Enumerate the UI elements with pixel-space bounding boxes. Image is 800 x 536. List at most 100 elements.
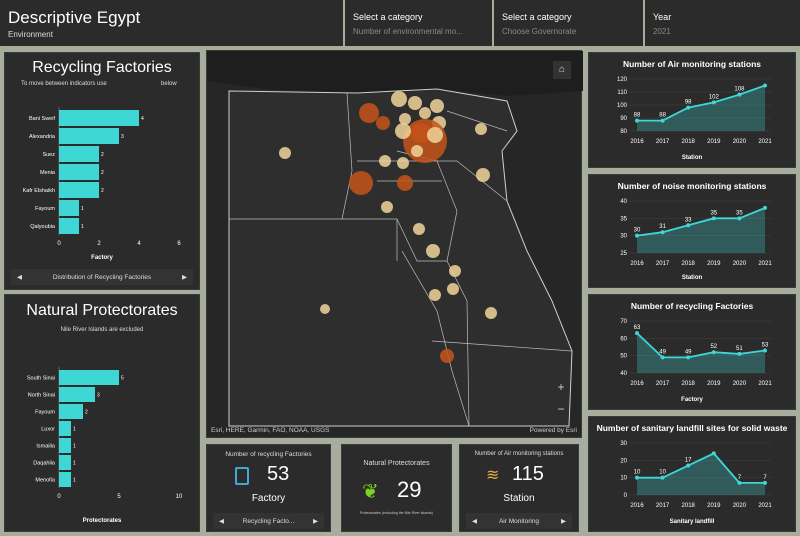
protectorates-card-note: Protectorates (excluding the Nile River … xyxy=(360,511,433,515)
map-marker xyxy=(411,145,423,157)
data-point xyxy=(660,355,665,360)
card-prev-button[interactable]: ◀ xyxy=(472,518,477,525)
map-marker xyxy=(408,96,422,110)
noise-stations-line-chart: 25 30 35 40 30 31 33 35 35 2016 2017 2018 2019 2020 20… xyxy=(620,199,772,267)
recycling-trend-panel: Number of recycling Factories 40 50 60 70 63… xyxy=(588,294,796,410)
zoom-out-button[interactable]: − xyxy=(557,402,565,416)
bar-category-label: Ismailia xyxy=(36,444,56,450)
protectorates-card-value: 29 xyxy=(397,477,422,502)
bar-category-label: Fayoum xyxy=(35,206,55,212)
bar-value-label: 1 xyxy=(73,478,76,484)
recycling-card-title: Number of recycling Factories xyxy=(225,451,312,458)
x-tick-label: 2020 xyxy=(733,261,747,267)
bar-category-label: South Sinai xyxy=(27,376,55,382)
map-marker xyxy=(449,265,461,277)
y-tick-label: 80 xyxy=(620,129,627,135)
x-tick-label: 2021 xyxy=(758,503,772,509)
x-tick-label: 10 xyxy=(176,494,183,500)
map-marker xyxy=(359,103,379,123)
y-tick-label: 40 xyxy=(620,371,627,377)
y-tick-label: 120 xyxy=(617,77,628,83)
recycling-title: Recycling Factories xyxy=(32,59,172,76)
recycling-trend-x-label: Factory xyxy=(681,397,703,403)
data-point xyxy=(711,216,716,221)
map-powered-by: Powered by Esri xyxy=(529,427,577,434)
bar xyxy=(59,455,71,470)
bar xyxy=(59,438,71,453)
map-marker xyxy=(427,127,443,143)
governorate-filter-label: Select a category xyxy=(502,12,572,22)
x-tick-label: 2018 xyxy=(682,261,696,267)
map-marker xyxy=(349,171,373,195)
nav-prev-button[interactable]: ◀ xyxy=(17,274,22,281)
y-tick-label: 50 xyxy=(620,354,627,360)
data-point xyxy=(711,350,716,355)
series-line xyxy=(636,332,766,359)
recycle-bin-icon xyxy=(235,467,249,485)
map-home-button[interactable]: ⌂ xyxy=(553,61,571,79)
data-point xyxy=(763,480,767,485)
nav-next-button[interactable]: ▶ xyxy=(181,274,187,281)
air-card-nav-label: Air Monitoring xyxy=(498,517,540,525)
bar-category-label: Alexandria xyxy=(29,134,56,140)
recycling-x-label: Factory xyxy=(91,255,113,261)
map-panel[interactable]: ⌂ + − Esri, HERE, Garmin, FAO, NOAA, USG… xyxy=(206,50,583,439)
air-card-unit: Station xyxy=(503,493,535,504)
recycling-nav: ◀ Distribution of Recycling Factories ▶ xyxy=(11,269,193,285)
bar-value-label: 2 xyxy=(101,188,104,194)
y-tick-label: 60 xyxy=(620,336,627,342)
data-point xyxy=(686,355,691,360)
data-label: 30 xyxy=(634,228,641,234)
recycling-nav-label: Distribution of Recycling Factories xyxy=(52,273,152,281)
air-stations-line-chart: 80 90 100 110 120 88 88 98 102 108 2016 2017 2018 201… xyxy=(617,77,772,145)
bar-value-label: 4 xyxy=(141,116,144,122)
category-filter[interactable]: Select a category Number of environmenta… xyxy=(345,0,492,46)
data-point xyxy=(686,105,691,110)
recycling-card-nav: ◀ Recycling Facto... ▶ xyxy=(213,513,324,529)
map-marker xyxy=(397,175,413,191)
year-filter[interactable]: Year 2021 xyxy=(645,0,800,46)
data-point xyxy=(635,118,639,123)
data-point xyxy=(635,331,639,336)
map-marker xyxy=(397,157,409,169)
bar-value-label: 1 xyxy=(81,224,84,230)
x-tick-label: 2020 xyxy=(733,503,747,509)
plant-icon: ❦ xyxy=(362,481,379,503)
bar xyxy=(59,200,79,216)
x-tick-label: 2 xyxy=(97,241,101,247)
card-next-button[interactable]: ▶ xyxy=(560,518,566,525)
area-fill xyxy=(637,207,765,253)
data-label: 52 xyxy=(710,344,717,350)
data-point xyxy=(763,205,767,210)
y-tick-label: 90 xyxy=(620,116,627,122)
x-tick-label: 2017 xyxy=(656,139,670,145)
bar xyxy=(59,472,71,487)
data-label: 10 xyxy=(659,470,666,476)
x-tick-label: 2021 xyxy=(758,381,772,387)
data-label: 7 xyxy=(763,475,767,481)
data-label: 108 xyxy=(734,87,745,93)
protectorates-panel: Natural Protectorates Nile River Islands… xyxy=(4,294,200,532)
zoom-in-button[interactable]: + xyxy=(557,380,565,394)
governorate-filter[interactable]: Select a category Choose Governorate xyxy=(494,0,643,46)
x-tick-label: 2019 xyxy=(707,139,721,145)
card-next-button[interactable]: ▶ xyxy=(312,518,318,525)
bar-category-label: Menofia xyxy=(35,478,56,484)
x-tick-label: 2016 xyxy=(630,261,644,267)
card-prev-button[interactable]: ◀ xyxy=(219,518,224,525)
recycling-card: Number of recycling Factories 53 Factory… xyxy=(206,444,331,532)
y-tick-label: 30 xyxy=(620,441,627,447)
data-label: 33 xyxy=(685,217,692,223)
page-title: Descriptive Egypt xyxy=(8,8,141,27)
wind-icon: ≋ xyxy=(486,467,500,484)
bar-value-label: 3 xyxy=(121,134,124,140)
y-tick-label: 35 xyxy=(620,216,627,222)
x-tick-label: 0 xyxy=(57,494,61,500)
recycling-note-right: below xyxy=(161,81,177,87)
data-label: 35 xyxy=(710,210,717,216)
air-stations-title: Number of Air monitoring stations xyxy=(622,59,762,69)
bar-value-label: 1 xyxy=(81,206,84,212)
recycling-trend-title: Number of recycling Factories xyxy=(630,301,754,311)
bar xyxy=(59,421,71,436)
egypt-map[interactable] xyxy=(207,51,583,439)
